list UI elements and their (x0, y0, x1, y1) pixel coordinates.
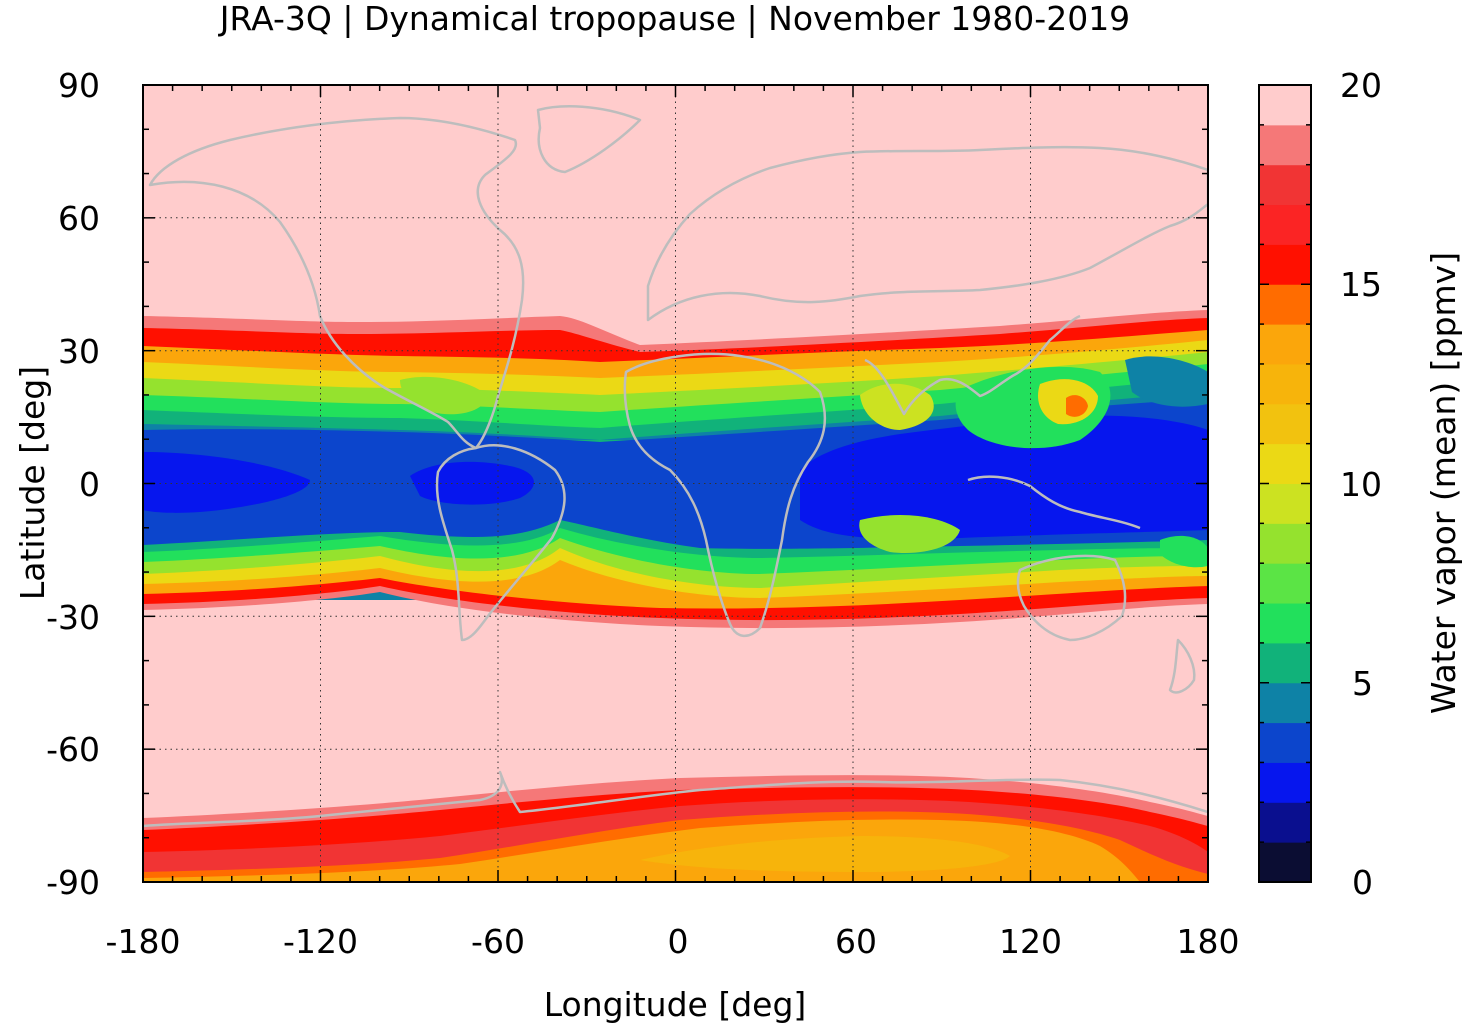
x-tick-label: 60 (835, 922, 877, 961)
colorbar-swatch (1259, 164, 1311, 206)
colorbar-swatch (1259, 443, 1311, 484)
colorbar-swatch (1259, 324, 1311, 365)
colorbar-tick-label: 20 (1340, 66, 1382, 105)
colorbar-swatch (1259, 762, 1311, 803)
axis-ticks (142, 84, 1209, 883)
colorbar-swatch (1259, 483, 1311, 524)
tropical-core-blue-west (410, 461, 534, 505)
colorbar-swatch (1259, 363, 1311, 405)
y-tick-label: -60 (46, 730, 100, 769)
colorbar-swatch (1259, 124, 1311, 166)
x-tick-label: 180 (1177, 922, 1240, 961)
colorbar-swatch (1259, 204, 1311, 245)
x-axis-label: Longitude [deg] (544, 985, 807, 1024)
colorbar-label: Water vapor (mean) [ppmv] (1424, 252, 1463, 714)
x-tick-labels: -180 -120 -60 0 60 120 180 (106, 922, 1240, 961)
y-tick-label: 0 (79, 465, 100, 504)
map-field (143, 85, 1208, 882)
colorbar (1259, 84, 1311, 883)
map-grid (143, 85, 1208, 882)
colorbar-swatch (1259, 403, 1311, 445)
colorbar-swatch (1259, 603, 1311, 644)
y-axis-label: Latitude [deg] (13, 366, 52, 600)
colorbar-tick-label: 0 (1352, 863, 1373, 902)
colorbar-swatch (1259, 722, 1311, 763)
coastlines (143, 105, 1208, 828)
colorbar-tick-label: 5 (1352, 664, 1373, 703)
map-title: JRA-3Q | Dynamical tropopause | November… (218, 0, 1130, 38)
colorbar-swatch (1259, 682, 1311, 724)
antarctic-inner (640, 836, 1010, 872)
y-tick-label: -30 (46, 598, 100, 637)
colorbar-swatch (1259, 642, 1311, 684)
colorbar-swatch (1259, 523, 1311, 564)
colorbar-swatch (1259, 842, 1311, 883)
y-tick-label: -90 (46, 863, 100, 902)
monsoon-patches (400, 366, 1208, 568)
x-tick-label: -60 (471, 922, 525, 961)
colorbar-swatch (1259, 563, 1311, 604)
y-tick-label: 30 (58, 332, 100, 371)
tropical-core-blue-far-west (143, 452, 310, 513)
colorbar-swatch (1259, 85, 1311, 126)
colorbar-swatch (1259, 244, 1311, 285)
teal-patch-east (1125, 356, 1208, 407)
colorbar-tick-label: 10 (1340, 465, 1382, 504)
colorbar-swatch (1259, 284, 1311, 325)
y-tick-label: 60 (58, 199, 100, 238)
colorbar-swatch (1259, 802, 1311, 843)
colorbar-tick-labels: 0 5 10 15 20 (1340, 66, 1382, 902)
x-tick-label: 120 (999, 922, 1062, 961)
y-tick-labels: 90 60 30 0 -30 -60 -90 (46, 66, 100, 902)
y-tick-label: 90 (58, 66, 100, 105)
x-tick-label: 0 (668, 922, 689, 961)
colorbar-frame (1258, 84, 1312, 883)
x-tick-label: -120 (283, 922, 358, 961)
x-tick-label: -180 (106, 922, 181, 961)
colorbar-tick-label: 15 (1340, 265, 1382, 304)
